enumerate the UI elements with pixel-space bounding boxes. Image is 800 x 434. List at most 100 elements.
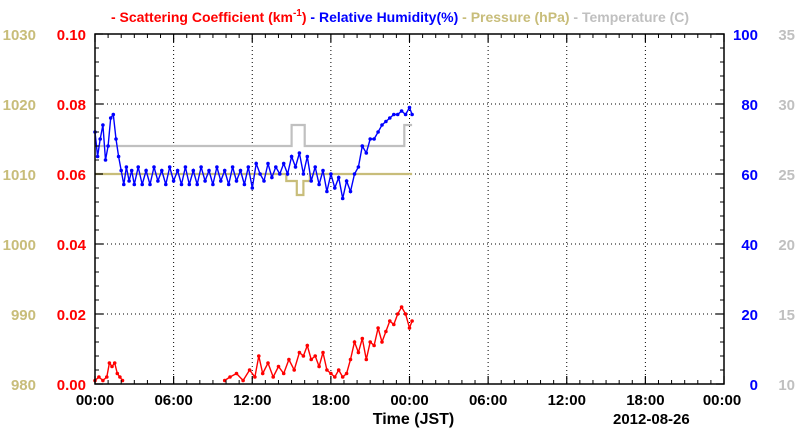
- humidity-point: [187, 182, 192, 187]
- scattering-point: [407, 326, 412, 330]
- scattering-point: [309, 357, 314, 362]
- scattering-point: [281, 371, 286, 376]
- scattering-point: [368, 340, 373, 344]
- humidity-point: [152, 165, 156, 169]
- scattering-point: [271, 375, 276, 379]
- humidity-point: [329, 172, 333, 176]
- scattering-point: [336, 368, 341, 372]
- humidity-point: [372, 137, 376, 141]
- humidity-point: [305, 154, 310, 159]
- legend-sup: -1: [293, 8, 302, 19]
- scattering-point: [356, 350, 361, 355]
- series-scattering: [93, 305, 414, 383]
- humidity-point: [95, 154, 100, 159]
- humidity-point: [340, 196, 345, 201]
- humidity-point: [270, 175, 274, 180]
- scattering-point: [340, 375, 345, 379]
- humidity-point: [211, 182, 215, 187]
- humidity-point: [207, 168, 211, 173]
- humidity-point: [132, 182, 137, 187]
- legend-entry-tail: ): [302, 9, 307, 25]
- humidity-point: [144, 168, 148, 173]
- humidity-point: [140, 182, 144, 187]
- x-tick-label: 00:00: [390, 392, 428, 409]
- humidity-point: [410, 112, 414, 117]
- humidity-point: [254, 161, 258, 166]
- humidity-tick-label: 80: [741, 97, 758, 114]
- scattering-tick-label: 0.00: [57, 377, 86, 394]
- legend-entry: - Scattering Coefficient (km: [111, 9, 293, 25]
- scattering-point: [321, 350, 325, 355]
- x-tick-label: 18:00: [312, 392, 350, 409]
- humidity-point: [103, 158, 108, 162]
- scattering-point: [228, 375, 232, 379]
- humidity-point: [266, 161, 270, 166]
- scattering-point: [276, 364, 281, 369]
- humidity-point: [127, 179, 131, 183]
- humidity-point: [175, 168, 180, 173]
- humidity-point: [399, 109, 404, 113]
- date-label: 2012-08-26: [613, 411, 690, 428]
- humidity-point: [368, 137, 373, 141]
- humidity-point: [344, 179, 349, 183]
- scattering-point: [257, 354, 261, 358]
- humidity-point: [407, 105, 412, 110]
- pressure-line: [95, 172, 413, 197]
- humidity-point: [191, 168, 196, 173]
- humidity-point: [108, 116, 113, 120]
- series-pressure: [95, 172, 413, 197]
- scattering-point: [247, 368, 252, 372]
- scattering-point: [384, 329, 388, 334]
- humidity-point: [98, 137, 102, 141]
- humidity-point: [274, 165, 278, 169]
- humidity-point: [321, 168, 325, 173]
- humidity-point: [171, 179, 176, 183]
- legend-entry: - Temperature (C): [570, 9, 690, 25]
- scattering-tick-label: 0.06: [57, 167, 86, 184]
- humidity-point: [183, 165, 188, 169]
- humidity-point: [116, 154, 121, 159]
- axes: 00:00 06:00 12:00 18:00 00:00 06:00 12:00 18:00…: [3, 27, 795, 409]
- scattering-point: [101, 378, 105, 383]
- humidity-point: [364, 151, 369, 155]
- humidity-point: [234, 179, 239, 183]
- legend-entry: - Relative Humidity(%): [307, 9, 459, 25]
- scattering-point: [118, 375, 122, 379]
- humidity-point: [119, 168, 123, 173]
- humidity-point: [289, 154, 294, 159]
- series-temperature: [95, 123, 413, 148]
- temperature-tick-label: 10: [778, 377, 795, 394]
- scattering-tick-label: 0.08: [57, 97, 86, 114]
- humidity-tick-label: 40: [741, 237, 758, 254]
- scattering-tick-label: 0.10: [57, 27, 86, 44]
- humidity-point: [203, 179, 207, 183]
- scattering-point: [352, 340, 357, 344]
- pressure-tick-label: 980: [11, 377, 36, 394]
- humidity-point: [106, 144, 110, 148]
- humidity-point: [333, 186, 337, 190]
- series-humidity: [93, 105, 414, 201]
- humidity-point: [195, 182, 199, 187]
- scattering-point: [287, 357, 291, 362]
- humidity-point: [215, 165, 219, 169]
- humidity-point: [348, 189, 353, 194]
- pressure-tick-label: 1010: [3, 167, 36, 184]
- scattering-point: [372, 343, 376, 348]
- scattering-point: [344, 371, 349, 376]
- humidity-point: [317, 182, 321, 187]
- humidity-point: [246, 165, 251, 169]
- scattering-point: [301, 354, 306, 358]
- humidity-point: [219, 179, 223, 183]
- humidity-point: [392, 112, 396, 117]
- temperature-tick-label: 30: [778, 97, 795, 114]
- humidity-point: [199, 165, 203, 169]
- grid: [95, 34, 724, 384]
- scattering-point: [107, 361, 112, 365]
- humidity-point: [250, 186, 255, 190]
- scattering-point: [297, 350, 302, 355]
- humidity-point: [309, 179, 314, 183]
- scattering-point: [110, 364, 114, 369]
- humidity-point: [384, 119, 388, 124]
- humidity-point: [336, 175, 341, 180]
